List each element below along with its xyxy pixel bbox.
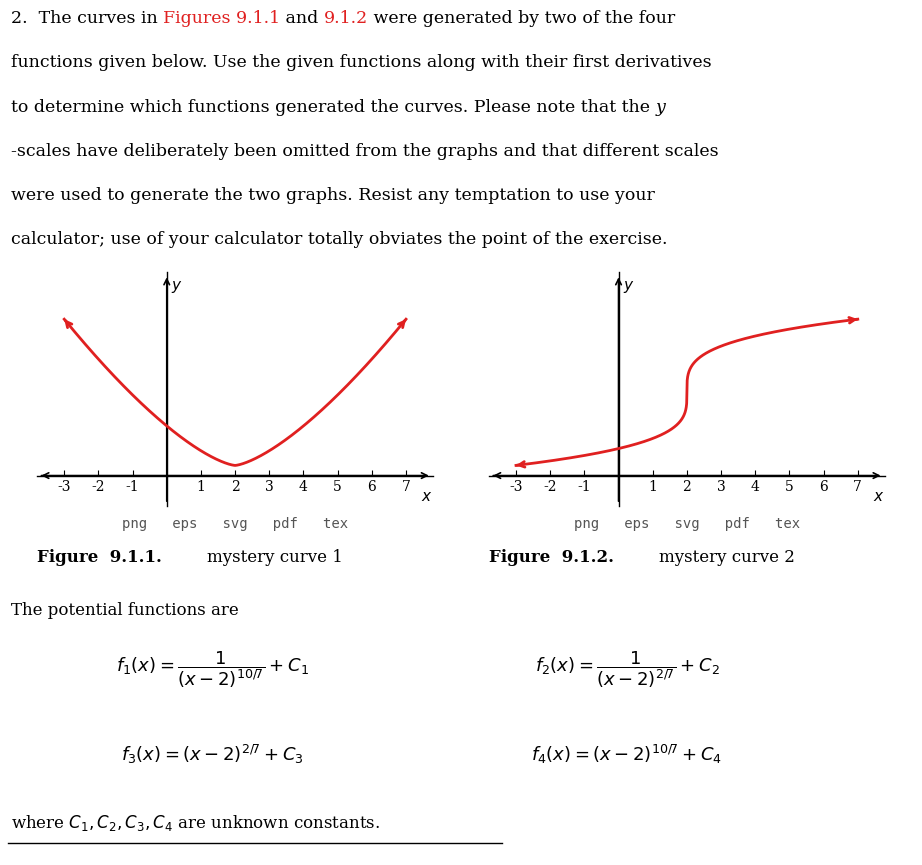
Text: Figures 9.1.1: Figures 9.1.1 <box>163 10 280 28</box>
Text: to determine which functions generated the curves. Please note that the: to determine which functions generated t… <box>11 99 656 116</box>
Text: -scales have deliberately been omitted from the graphs and that different scales: -scales have deliberately been omitted f… <box>11 143 718 160</box>
Text: The potential functions are: The potential functions are <box>11 602 239 619</box>
Text: where $C_1, C_2, C_3, C_4$ are unknown constants.: where $C_1, C_2, C_3, C_4$ are unknown c… <box>11 813 380 833</box>
Text: mystery curve 1: mystery curve 1 <box>207 549 343 566</box>
Text: and: and <box>280 10 325 28</box>
Text: $y$: $y$ <box>171 279 183 295</box>
Text: $y$: $y$ <box>622 279 634 295</box>
Text: y: y <box>656 99 666 116</box>
Text: mystery curve 2: mystery curve 2 <box>659 549 795 566</box>
Text: $x$: $x$ <box>873 490 885 503</box>
Text: were used to generate the two graphs. Resist any temptation to use your: were used to generate the two graphs. Re… <box>11 187 655 204</box>
Text: $x$: $x$ <box>421 490 433 503</box>
Text: Figure  9.1.1.: Figure 9.1.1. <box>37 549 161 566</box>
Text: Figure  9.1.2.: Figure 9.1.2. <box>489 549 614 566</box>
Text: 2.  The curves in: 2. The curves in <box>11 10 163 28</box>
Text: functions given below. Use the given functions along with their first derivative: functions given below. Use the given fun… <box>11 54 712 72</box>
Text: $f_4(x) = (x-2)^{10/7} + C_4$: $f_4(x) = (x-2)^{10/7} + C_4$ <box>531 743 723 766</box>
Text: $f_2(x) = \dfrac{1}{(x-2)^{2/7}} + C_2$: $f_2(x) = \dfrac{1}{(x-2)^{2/7}} + C_2$ <box>535 650 719 690</box>
Text: png   eps   svg   pdf   tex: png eps svg pdf tex <box>573 517 800 531</box>
Text: $f_1(x) = \dfrac{1}{(x-2)^{10/7}} + C_1$: $f_1(x) = \dfrac{1}{(x-2)^{10/7}} + C_1$ <box>115 650 309 690</box>
Text: png   eps   svg   pdf   tex: png eps svg pdf tex <box>122 517 349 531</box>
Text: $f_3(x) = (x-2)^{2/7} + C_3$: $f_3(x) = (x-2)^{2/7} + C_3$ <box>121 743 303 766</box>
Text: were generated by two of the four: were generated by two of the four <box>369 10 676 28</box>
Text: calculator; use of your calculator totally obviates the point of the exercise.: calculator; use of your calculator total… <box>11 231 668 248</box>
Text: 9.1.2: 9.1.2 <box>325 10 369 28</box>
